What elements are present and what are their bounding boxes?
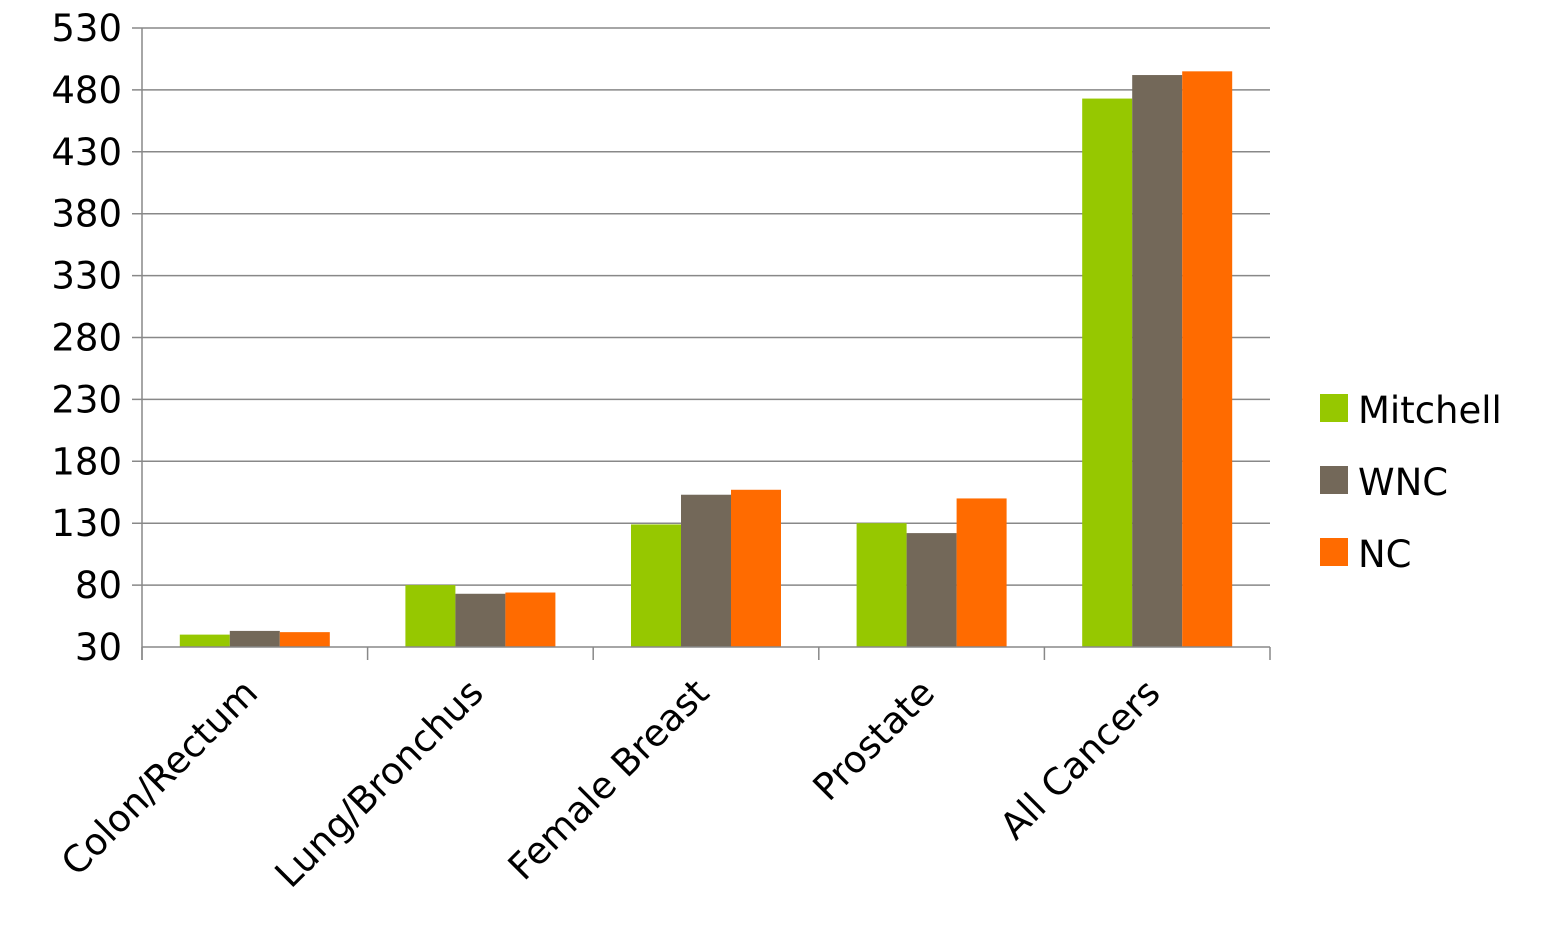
bar-mitchell-4 xyxy=(1082,98,1133,648)
y-tick-label: 280 xyxy=(51,317,122,360)
x-category-label: Lung/Bronchus xyxy=(267,671,492,896)
x-axis-category-labels: Colon/Rectum Lung/Bronchus Female Breast Pr… xyxy=(53,671,1169,896)
bar-mitchell-1 xyxy=(405,585,456,647)
bar-nc-4 xyxy=(1182,71,1233,647)
x-category-label: Female Breast xyxy=(500,671,717,888)
y-tick-label: 180 xyxy=(51,440,122,483)
bar-nc-3 xyxy=(956,498,1007,647)
bar-mitchell-2 xyxy=(631,524,681,647)
x-category-label: All Cancers xyxy=(992,671,1169,848)
x-category-label: Prostate xyxy=(805,671,943,809)
y-tick-label: 430 xyxy=(51,131,122,174)
bar-wnc-3 xyxy=(906,533,957,647)
bar-wnc-1 xyxy=(455,593,506,647)
y-tick-label: 380 xyxy=(51,193,122,236)
legend-swatch-wnc xyxy=(1320,466,1348,494)
bars xyxy=(179,71,1233,648)
bar-wnc-2 xyxy=(681,494,731,647)
y-tick-label: 530 xyxy=(51,7,122,50)
bar-mitchell-0 xyxy=(179,634,230,647)
legend-swatch-mitchell xyxy=(1320,394,1348,422)
legend-label-nc: NC xyxy=(1358,533,1412,576)
y-tick-label: 130 xyxy=(51,502,122,545)
bar-wnc-0 xyxy=(229,630,280,647)
bar-nc-2 xyxy=(731,489,781,647)
legend-swatch-nc xyxy=(1320,538,1348,566)
y-tick-label: 230 xyxy=(51,378,122,421)
legend: Mitchell WNC NC xyxy=(1320,389,1502,576)
y-tick-label: 80 xyxy=(75,564,122,607)
legend-label-wnc: WNC xyxy=(1358,461,1448,504)
legend-label-mitchell: Mitchell xyxy=(1358,389,1502,432)
y-tick-label: 480 xyxy=(51,69,122,112)
y-tick-label: 330 xyxy=(51,255,122,298)
bar-nc-1 xyxy=(505,592,556,647)
bar-nc-0 xyxy=(279,632,330,647)
y-tick-label: 30 xyxy=(75,626,122,669)
axes xyxy=(141,28,1271,660)
x-category-label: Colon/Rectum xyxy=(53,671,266,884)
bar-wnc-4 xyxy=(1132,75,1183,647)
y-axis-tick-labels: 30 80 130 180 230 280 330 380 430 480 530 xyxy=(51,7,122,669)
bar-mitchell-3 xyxy=(856,523,907,647)
gridlines xyxy=(132,27,1270,586)
